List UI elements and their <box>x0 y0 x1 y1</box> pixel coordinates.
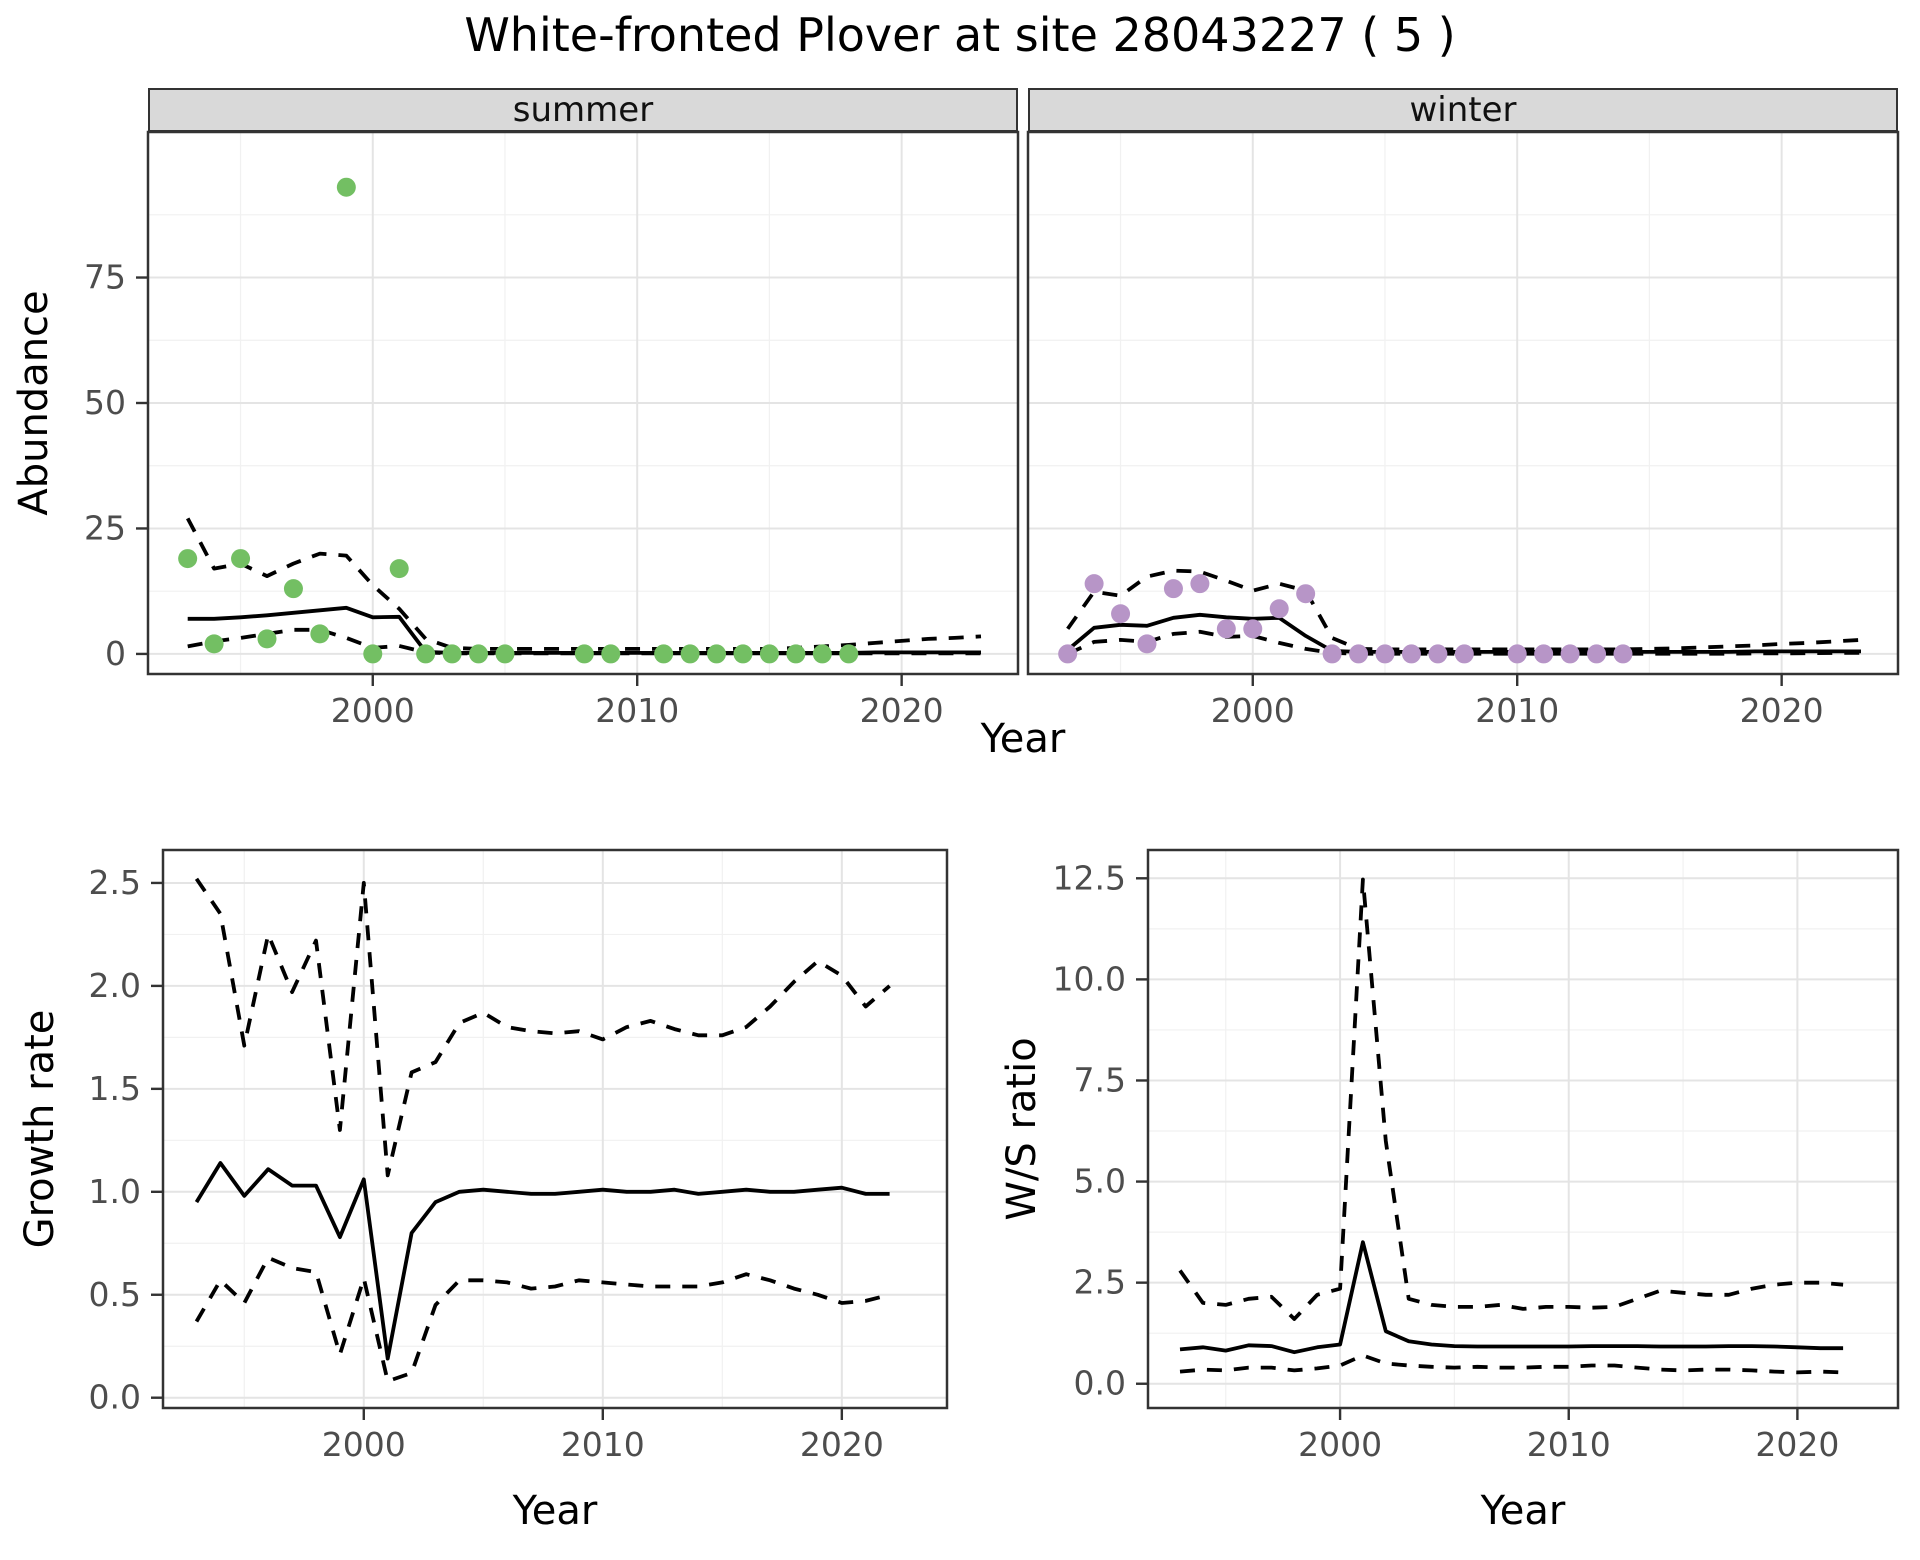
svg-text:75: 75 <box>84 258 126 297</box>
svg-text:2.5: 2.5 <box>89 863 141 902</box>
svg-text:2020: 2020 <box>1740 691 1824 730</box>
svg-text:12.5: 12.5 <box>1053 858 1126 897</box>
facet-strip-summer: summer <box>148 88 1018 132</box>
svg-text:2.5: 2.5 <box>1074 1263 1126 1302</box>
abundance-summer-plot: 2000 2010 2020 0 25 50 75 <box>84 130 1020 730</box>
svg-text:2000: 2000 <box>1298 1425 1382 1464</box>
svg-text:2010: 2010 <box>1527 1425 1611 1464</box>
facet-strip-winter: winter <box>1028 88 1898 132</box>
growth-rate-plot: 2000 2010 2020 0.0 0.5 1.0 1.5 2.0 2.5 <box>89 848 949 1464</box>
abundance-axis-label: Abundance <box>11 290 57 516</box>
year-axis-label-top: Year <box>980 716 1066 762</box>
svg-text:2020: 2020 <box>860 691 944 730</box>
svg-text:0: 0 <box>105 634 126 673</box>
svg-text:2020: 2020 <box>800 1425 884 1464</box>
svg-text:2010: 2010 <box>595 691 679 730</box>
facet-strip-summer-label: summer <box>512 90 654 130</box>
ws-ratio-axis-label: W/S ratio <box>999 1037 1045 1221</box>
svg-text:50: 50 <box>84 383 126 422</box>
svg-text:1.5: 1.5 <box>89 1069 141 1108</box>
svg-text:2010: 2010 <box>1475 691 1559 730</box>
year-axis-label-bottom-right: Year <box>1480 1488 1566 1534</box>
svg-text:2000: 2000 <box>331 691 415 730</box>
year-axis-label-bottom-left: Year <box>512 1488 598 1534</box>
facet-strip-winter-label: winter <box>1409 90 1517 130</box>
svg-text:5.0: 5.0 <box>1074 1162 1126 1201</box>
svg-text:0.5: 0.5 <box>89 1275 141 1314</box>
page-title: White-fronted Plover at site 28043227 ( … <box>464 8 1456 62</box>
svg-text:0.0: 0.0 <box>1074 1364 1126 1403</box>
svg-text:2000: 2000 <box>1211 691 1295 730</box>
growth-rate-axis-label: Growth rate <box>17 1009 63 1249</box>
abundance-winter-plot: 2000 2010 2020 <box>1026 130 1900 730</box>
svg-text:7.5: 7.5 <box>1074 1060 1126 1099</box>
svg-text:2.0: 2.0 <box>89 966 141 1005</box>
ws-ratio-plot: 2000 2010 2020 0.0 2.5 5.0 7.5 10.0 12.5 <box>1053 848 1900 1464</box>
svg-text:10.0: 10.0 <box>1053 959 1126 998</box>
svg-text:0.0: 0.0 <box>89 1378 141 1417</box>
svg-text:2010: 2010 <box>561 1425 645 1464</box>
svg-text:25: 25 <box>84 508 126 547</box>
svg-text:1.0: 1.0 <box>89 1172 141 1211</box>
svg-text:2000: 2000 <box>322 1425 406 1464</box>
svg-text:2020: 2020 <box>1755 1425 1839 1464</box>
